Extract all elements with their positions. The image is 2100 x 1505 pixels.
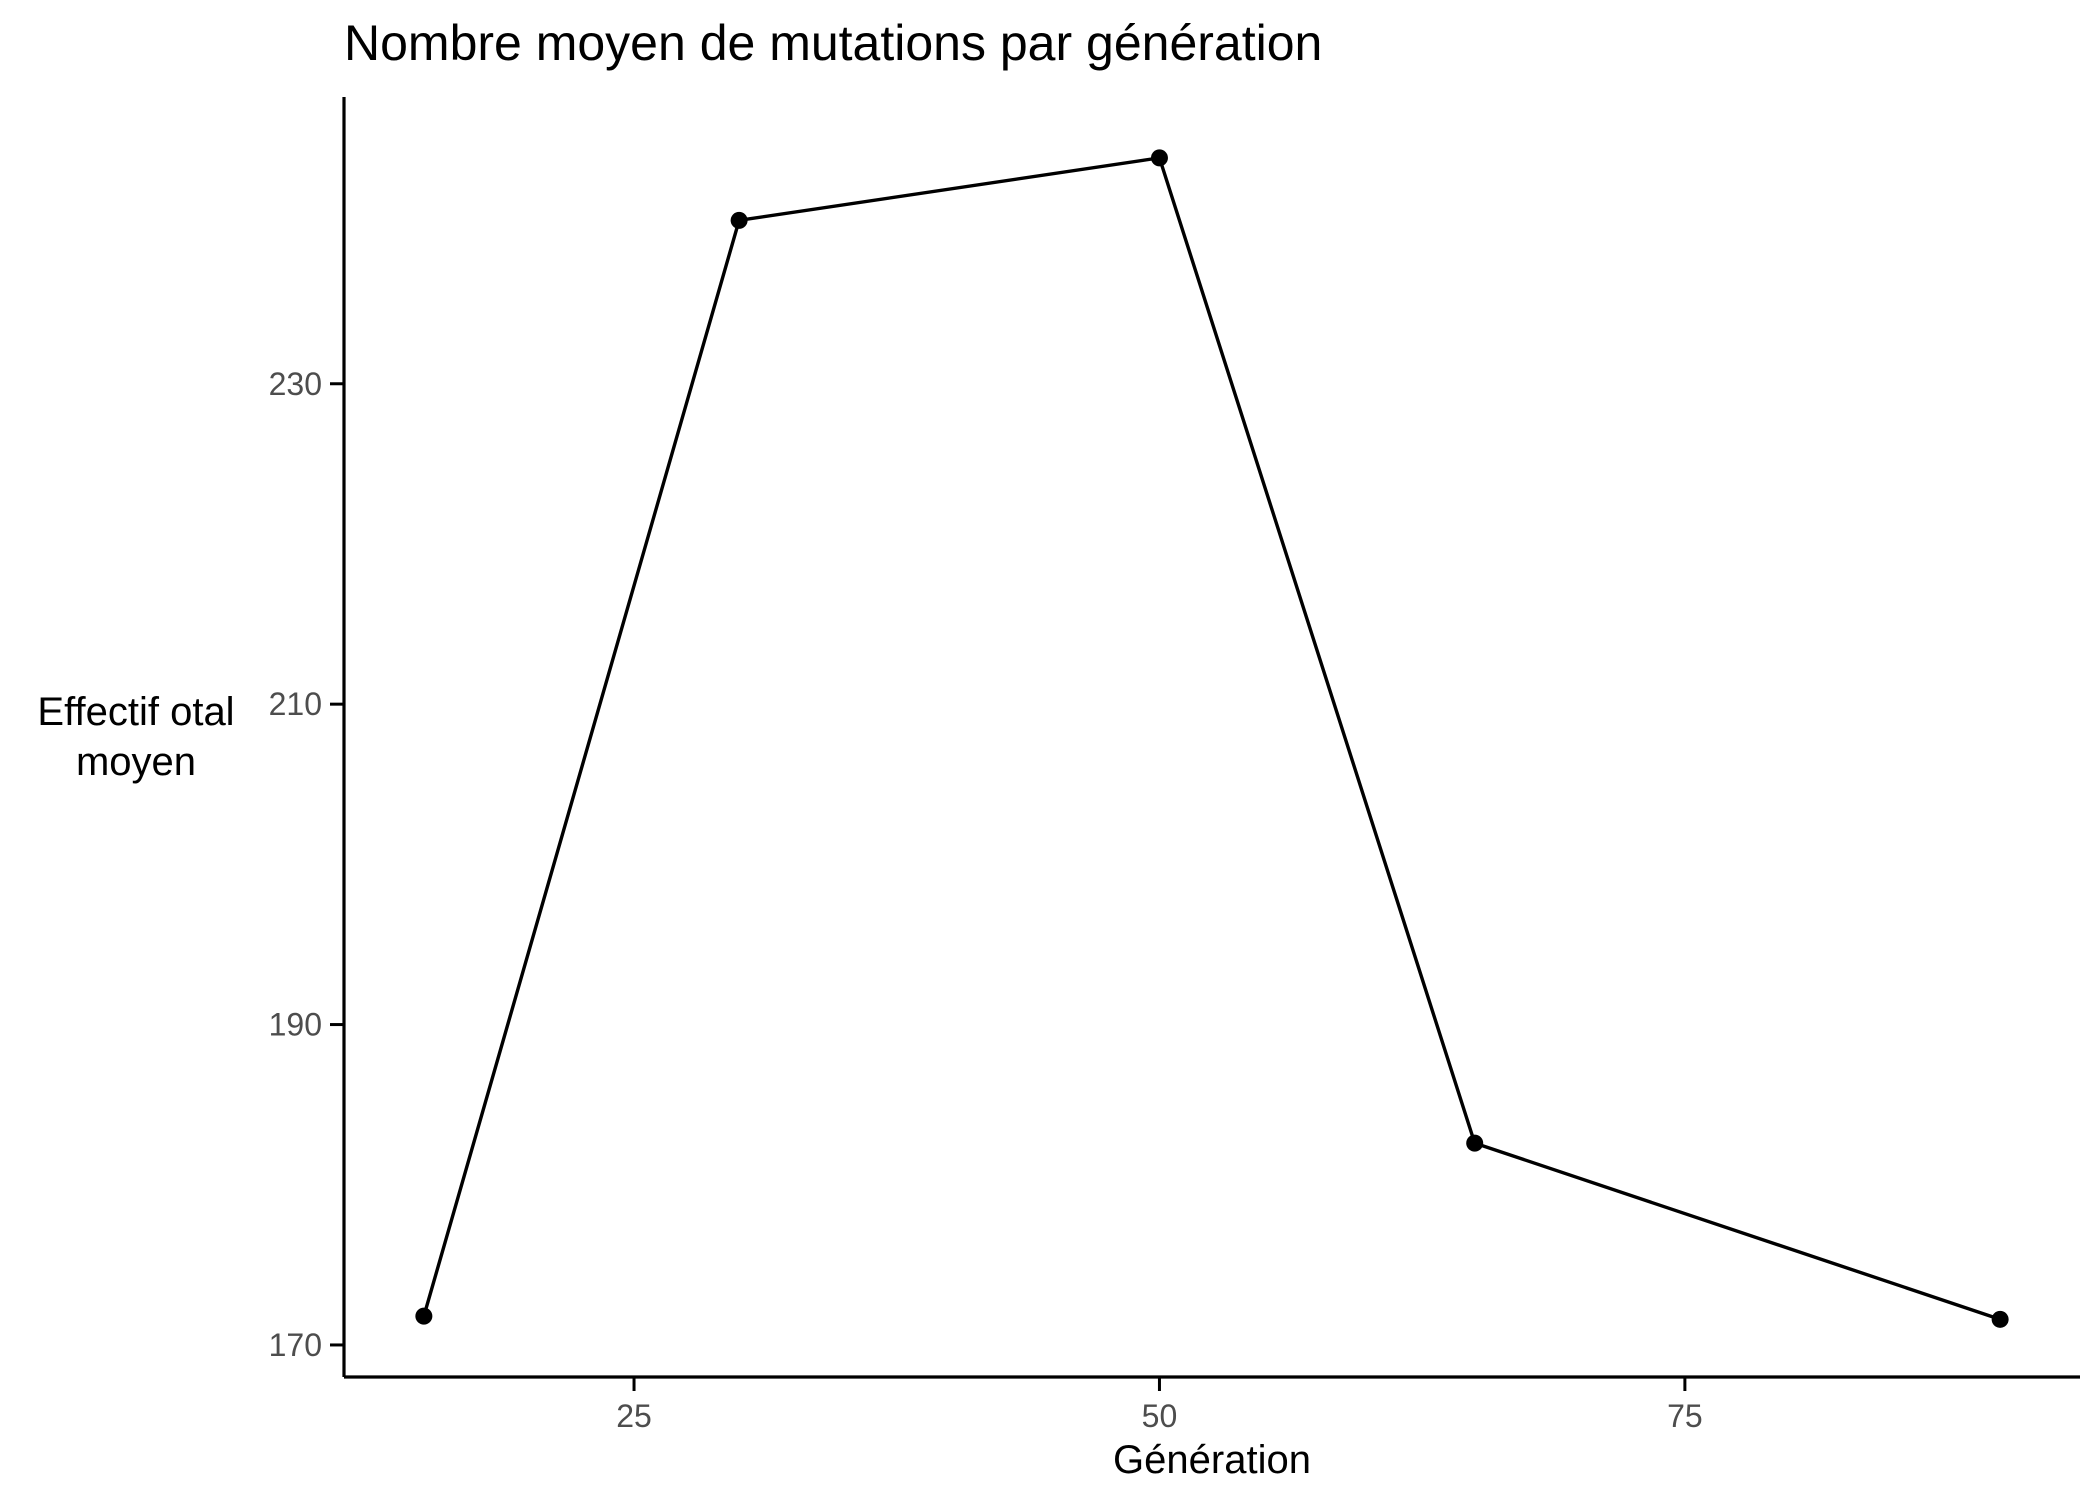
x-tick-label: 50 [1142,1398,1178,1434]
y-axis-title-line-2: moyen [76,740,196,784]
x-tick-label: 25 [616,1398,652,1434]
x-tick-label: 75 [1667,1398,1703,1434]
y-tick-label: 210 [269,686,322,722]
data-point [1466,1134,1484,1152]
y-axis-ticks: 170 190 210 230 [269,366,344,1363]
data-point [415,1307,433,1325]
x-axis-title: Génération [1113,1438,1311,1482]
data-point [1150,149,1168,167]
y-tick-label: 230 [269,366,322,402]
series-line [422,156,2001,1321]
chart-title: Nombre moyen de mutations par génération [344,15,1322,71]
x-axis-ticks: 25 50 75 [616,1377,1703,1434]
series-layer [415,149,2009,1328]
data-point [1991,1310,2009,1328]
data-point [730,211,748,229]
y-axis-title-line-1: Effectif otal [37,690,234,734]
y-axis-title: Effectif otal moyen [37,690,234,784]
y-tick-label: 170 [269,1327,322,1363]
y-tick-label: 190 [269,1007,322,1043]
